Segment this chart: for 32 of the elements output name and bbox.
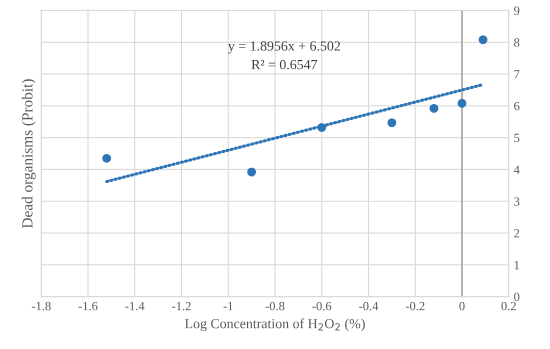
point (102, 154, 112, 163)
point (458, 98, 466, 108)
point (317, 123, 326, 132)
x-tick-label: -1 (224, 302, 233, 310)
x-tick-label: -1.4 (125, 302, 144, 310)
y-tick-label: 0 (514, 292, 520, 302)
x-axis-title: Log Concentration of H$_{2}$O$_{2}$ (%) (184, 318, 365, 332)
annotation: R² = 0.6547 (252, 60, 318, 70)
x-tick-label: -1.8 (32, 302, 51, 310)
y-tick-label: 9 (514, 6, 520, 15)
y-tick-label: 4 (514, 166, 520, 174)
x-tick-label: -0.6 (312, 302, 332, 310)
annotation: y = 1.8956x + 6.502 (228, 41, 340, 54)
x-tick-label: -1.6 (78, 302, 98, 310)
x-tick-label: 0 (459, 302, 465, 310)
y-tick-label: 2 (514, 229, 520, 238)
point (430, 104, 438, 113)
x-tick-label: -1.2 (172, 302, 191, 310)
x-tick-label: 0.2 (501, 302, 516, 310)
x-tick-label: -0.8 (266, 302, 284, 310)
point (478, 35, 488, 44)
x-tick-label: -0.4 (359, 302, 378, 310)
point (387, 118, 396, 128)
y-tick-label: 6 (514, 102, 520, 110)
y-tick-label: 5 (514, 134, 520, 142)
x-tick-label: -0.2 (406, 302, 424, 310)
y-tick-label: 1 (514, 260, 520, 270)
point (247, 168, 256, 176)
y-tick-label: 7 (514, 70, 520, 78)
y-axis-title: Dead organisms (Probit) (22, 79, 36, 228)
y-tick-label: 3 (514, 197, 520, 206)
y-tick-label: 8 (514, 38, 520, 47)
